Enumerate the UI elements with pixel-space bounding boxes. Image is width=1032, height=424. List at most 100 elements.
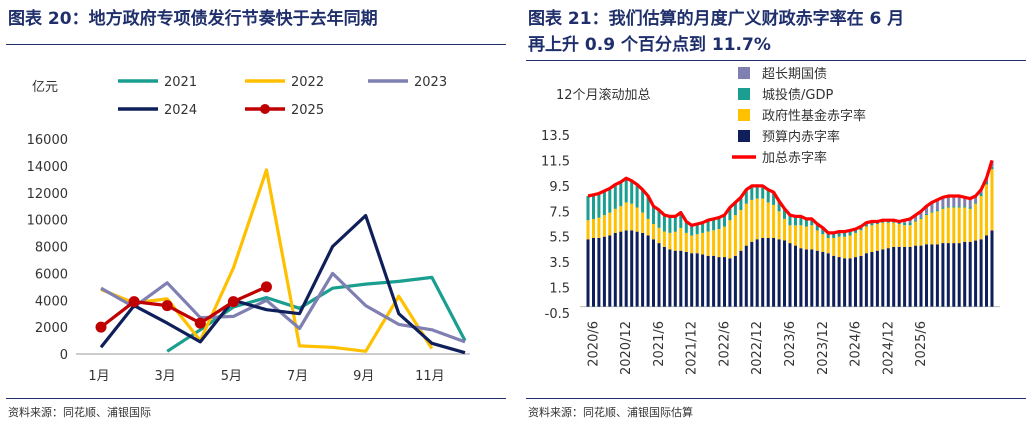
legend-label-城投债/GDP: 城投债/GDP [762, 87, 833, 103]
left-source-note: 资料来源：同花顺、浦银国际 [8, 406, 151, 419]
bar-segment-超长期国债 [974, 196, 978, 203]
left-y-tick-label: 4000 [35, 294, 68, 309]
right-title-rule [526, 60, 1026, 61]
right-y-tick-label: 5.5 [549, 231, 570, 246]
bar-segment-政府性基金赤字率 [635, 207, 639, 232]
legend-label-2025: 2025 [291, 103, 324, 118]
bar-segment-超长期国债 [957, 196, 961, 207]
bar-segment-预算内赤字率 [788, 243, 792, 307]
bar-segment-城投债/GDP [635, 184, 639, 208]
bar-segment-预算内赤字率 [979, 239, 983, 307]
bar-segment-预算内赤字率 [957, 243, 961, 307]
bar-segment-政府性基金赤字率 [881, 222, 885, 250]
bar-segment-城投债/GDP [979, 193, 983, 196]
left-x-tick-label: 1月 [88, 369, 109, 384]
bar-segment-政府性基金赤字率 [974, 203, 978, 241]
bar-segment-政府性基金赤字率 [744, 203, 748, 246]
bar-segment-城投债/GDP [843, 231, 847, 237]
bar-segment-政府性基金赤字率 [826, 238, 830, 254]
bar-segment-城投债/GDP [974, 202, 978, 204]
bar-segment-预算内赤字率 [848, 258, 852, 307]
bar-segment-预算内赤字率 [744, 245, 748, 307]
bar-segment-预算内赤字率 [990, 230, 994, 307]
bar-segment-政府性基金赤字率 [701, 232, 705, 255]
bar-segment-预算内赤字率 [963, 241, 967, 307]
bar-segment-政府性基金赤字率 [815, 230, 819, 251]
bar-segment-政府性基金赤字率 [695, 234, 699, 254]
bar-segment-政府性基金赤字率 [914, 221, 918, 246]
left-chart-title: 图表 20：地方政府专项债发行节奏快于去年同期 [8, 6, 378, 32]
bar-segment-城投债/GDP [859, 226, 863, 231]
bar-segment-预算内赤字率 [662, 246, 666, 307]
left-y-tick-label: 10000 [27, 214, 68, 229]
bar-segment-预算内赤字率 [755, 239, 759, 307]
bar-segment-预算内赤字率 [657, 243, 661, 307]
bar-segment-城投债/GDP [794, 216, 797, 226]
bar-segment-政府性基金赤字率 [602, 215, 606, 237]
bar-segment-政府性基金赤字率 [717, 229, 721, 258]
bar-segment-城投债/GDP [679, 212, 683, 228]
bar-segment-城投债/GDP [723, 215, 726, 227]
bar-segment-城投债/GDP [701, 222, 705, 233]
right-chart-title: 图表 21：我们估算的月度广义财政赤字率在 6 月 再上升 0.9 个百分点到 … [528, 6, 904, 58]
legend-swatch-城投债/GDP [738, 88, 750, 100]
bar-segment-城投债/GDP [919, 217, 923, 219]
right-y-tick-label: 1.5 [549, 282, 570, 297]
bar-segment-城投债/GDP [826, 232, 830, 238]
bar-segment-预算内赤字率 [739, 250, 743, 307]
right-y-tick-label: 13.5 [541, 129, 570, 144]
bar-segment-超长期国债 [908, 218, 912, 223]
bar-segment-超长期国债 [968, 198, 972, 208]
bar-segment-城投债/GDP [946, 206, 950, 208]
bar-segment-政府性基金赤字率 [859, 230, 863, 256]
bar-segment-预算内赤字率 [630, 230, 634, 307]
bar-segment-预算内赤字率 [690, 253, 694, 307]
right-figure-number: 图表 21 [528, 9, 592, 29]
bar-segment-城投债/GDP [662, 215, 666, 232]
bar-segment-城投债/GDP [952, 206, 956, 208]
bar-segment-城投债/GDP [810, 218, 814, 226]
left-y-tick-label: 0 [60, 348, 68, 363]
bar-segment-预算内赤字率 [783, 240, 786, 307]
bar-segment-预算内赤字率 [930, 244, 934, 307]
bar-segment-预算内赤字率 [701, 254, 705, 307]
data-point-2025 [95, 321, 107, 333]
bar-segment-城投债/GDP [985, 182, 988, 185]
bar-segment-政府性基金赤字率 [586, 220, 590, 240]
left-figure-number: 图表 20 [8, 9, 72, 29]
bar-segment-城投债/GDP [657, 210, 661, 228]
bar-segment-政府性基金赤字率 [608, 212, 612, 236]
bar-segment-城投债/GDP [930, 211, 934, 213]
bar-segment-城投债/GDP [712, 218, 716, 231]
bar-segment-预算内赤字率 [761, 238, 765, 307]
legend-label-2021: 2021 [164, 75, 197, 90]
right-chart-annotation: 12个月滚动加总 [556, 87, 651, 103]
bar-segment-预算内赤字率 [985, 235, 988, 307]
bar-segment-城投债/GDP [717, 217, 721, 229]
bar-segment-政府性基金赤字率 [799, 225, 803, 249]
bar-segment-城投债/GDP [706, 220, 710, 232]
bar-segment-预算内赤字率 [870, 252, 874, 307]
bar-segment-预算内赤字率 [946, 243, 950, 307]
right-footer-rule [526, 398, 1026, 399]
right-x-tick-label: 2021/6 [652, 321, 667, 367]
bar-segment-城投债/GDP [652, 206, 655, 224]
bar-segment-预算内赤字率 [815, 250, 819, 307]
bar-segment-政府性基金赤字率 [804, 226, 808, 250]
bar-segment-城投债/GDP [804, 218, 808, 227]
bar-segment-政府性基金赤字率 [930, 212, 934, 245]
right-chart-panel: 图表 21：我们估算的月度广义财政赤字率在 6 月 再上升 0.9 个百分点到 … [520, 0, 1032, 424]
bar-segment-预算内赤字率 [974, 240, 978, 307]
legend-swatch-超长期国债 [738, 67, 750, 79]
bar-segment-政府性基金赤字率 [968, 208, 972, 242]
bar-segment-城投债/GDP [592, 194, 595, 219]
bar-segment-城投债/GDP [788, 215, 792, 226]
bar-segment-预算内赤字率 [635, 231, 639, 307]
left-chart-panel: 图表 20：地方政府专项债发行节奏快于去年同期 亿元 0 2000 4000 6000 8… [0, 0, 512, 424]
data-point-2025 [260, 281, 272, 293]
bar-segment-预算内赤字率 [684, 252, 688, 307]
bar-segment-预算内赤字率 [777, 239, 781, 307]
bar-segment-城投债/GDP [914, 220, 918, 222]
right-x-tick-label: 2024/6 [849, 321, 864, 367]
bar-segment-预算内赤字率 [728, 258, 732, 307]
